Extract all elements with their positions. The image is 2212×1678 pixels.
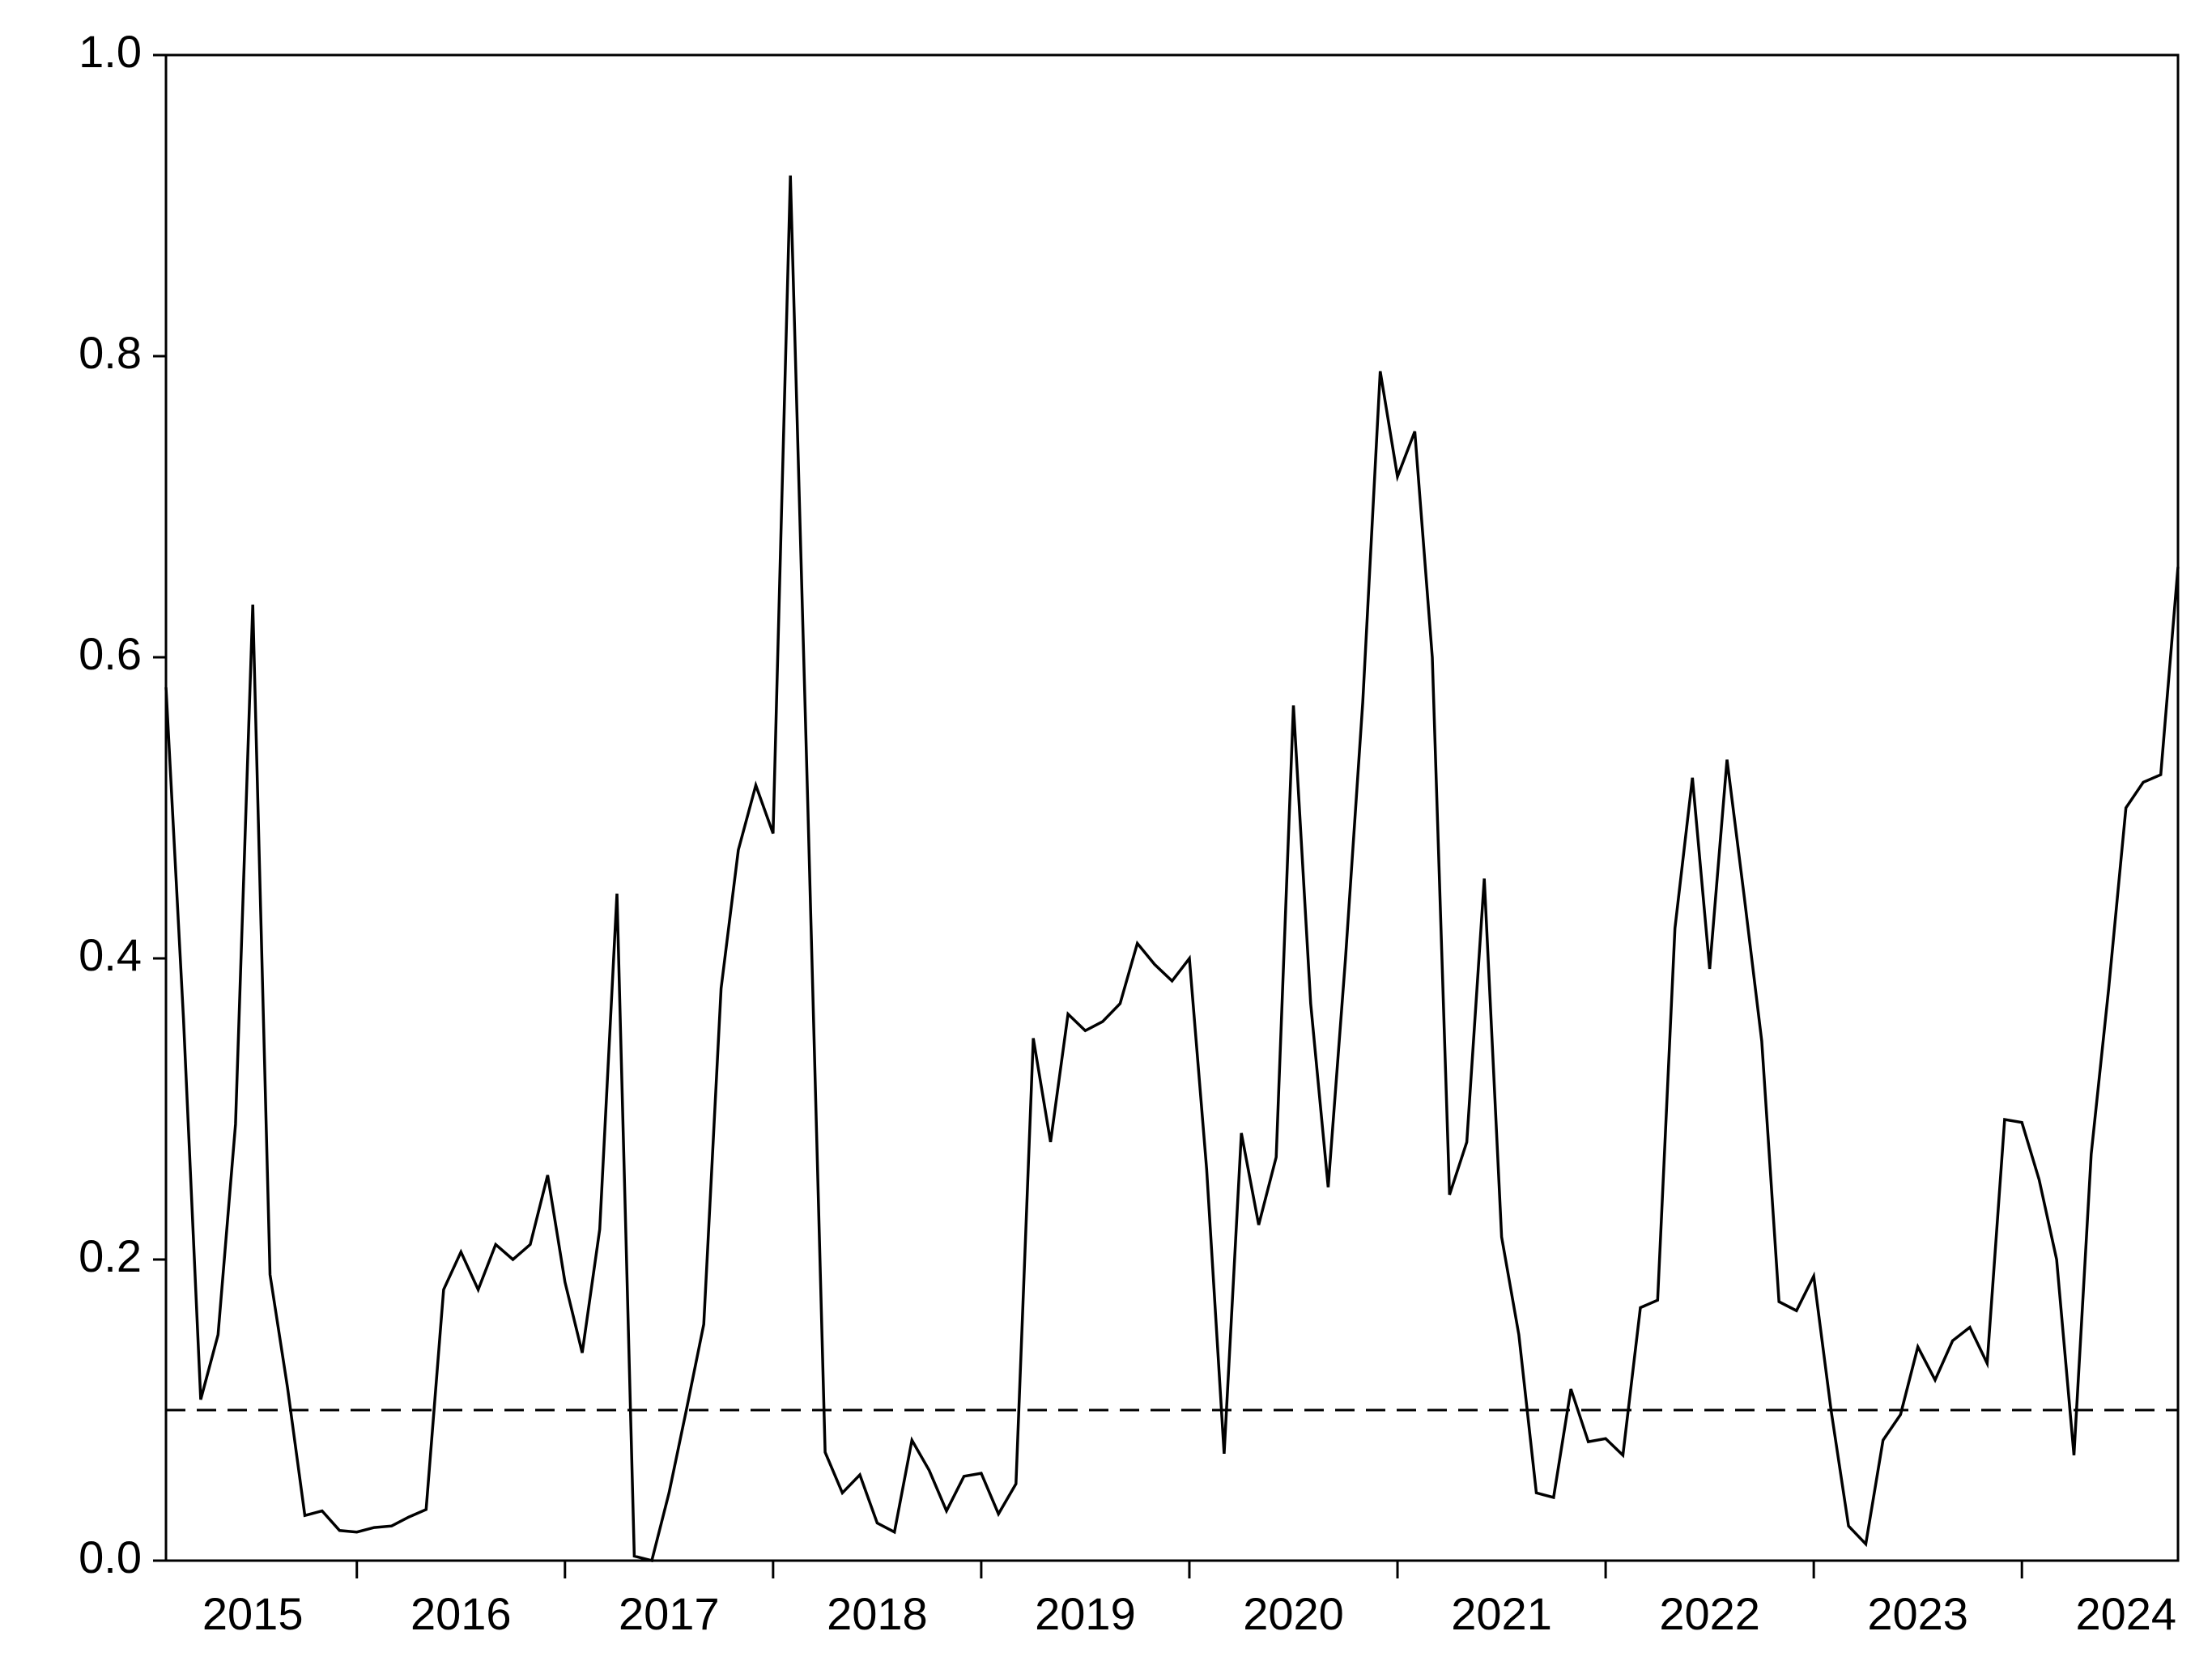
data-line xyxy=(164,175,2180,1563)
x-tick-label: 2023 xyxy=(1867,1588,1968,1639)
x-tick-label: 2018 xyxy=(827,1588,928,1639)
x-tick-label: 2015 xyxy=(202,1588,304,1639)
plot-frame xyxy=(164,53,2180,1562)
x-tick-label: 2020 xyxy=(1243,1588,1344,1639)
y-tick-label: 1.0 xyxy=(79,26,142,77)
x-tick-label: 2021 xyxy=(1451,1588,1552,1639)
y-tick-label: 0.6 xyxy=(79,628,142,679)
y-tick-label: 0.0 xyxy=(79,1531,142,1582)
x-tick-label: 2024 xyxy=(2075,1588,2176,1639)
x-tick-label: 2017 xyxy=(619,1588,720,1639)
x-tick-label: 2016 xyxy=(410,1588,512,1639)
y-tick-label: 0.2 xyxy=(79,1230,142,1281)
y-tick-label: 0.4 xyxy=(79,929,142,980)
x-tick-label: 2019 xyxy=(1035,1588,1136,1639)
y-tick-label: 0.8 xyxy=(79,327,142,378)
x-tick-label: 2022 xyxy=(1659,1588,1760,1639)
